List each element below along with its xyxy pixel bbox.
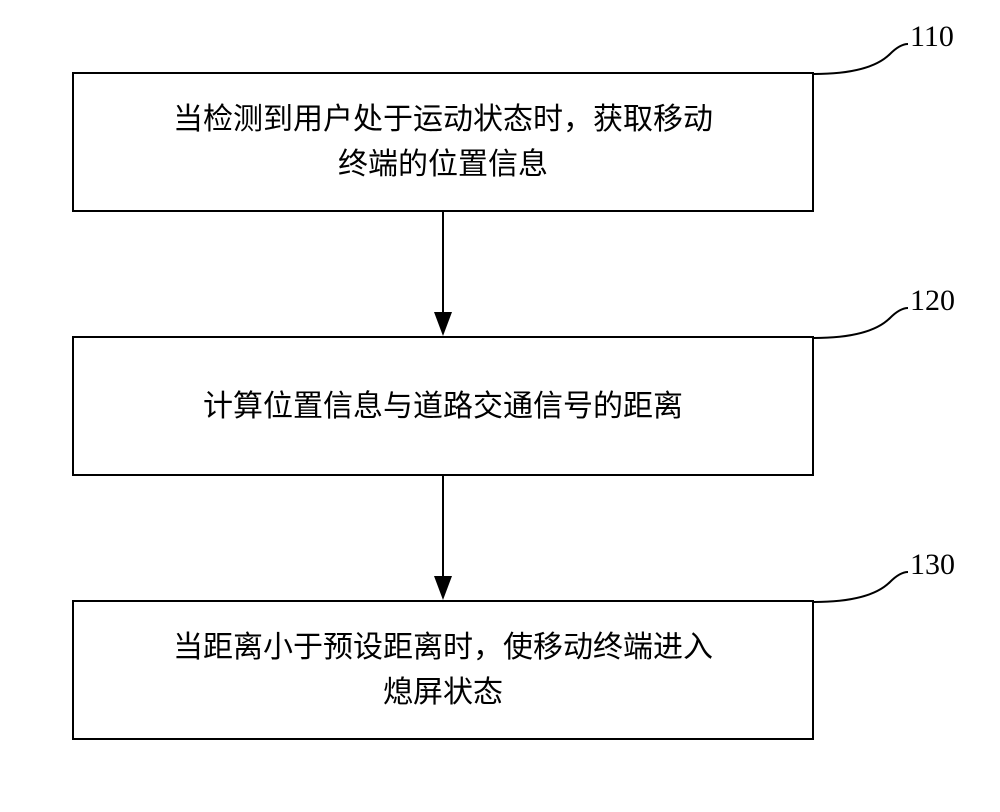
flow-node-1-text: 当检测到用户处于运动状态时，获取移动 终端的位置信息: [173, 97, 713, 187]
flow-label-2: 120: [910, 284, 955, 318]
callout-2: [814, 308, 908, 338]
flow-node-1: 当检测到用户处于运动状态时，获取移动 终端的位置信息: [72, 72, 814, 212]
flow-node-2-text: 计算位置信息与道路交通信号的距离: [203, 384, 683, 429]
flow-label-3: 130: [910, 548, 955, 582]
flow-node-3-text: 当距离小于预设距离时，使移动终端进入 熄屏状态: [173, 625, 713, 715]
flowchart-canvas: 当检测到用户处于运动状态时，获取移动 终端的位置信息 计算位置信息与道路交通信号…: [0, 0, 1000, 812]
arrow-1: [434, 212, 452, 336]
callout-1: [814, 44, 908, 74]
callout-3: [814, 572, 908, 602]
flow-node-3: 当距离小于预设距离时，使移动终端进入 熄屏状态: [72, 600, 814, 740]
arrow-2: [434, 476, 452, 600]
flow-label-1: 110: [910, 20, 954, 54]
flow-node-2: 计算位置信息与道路交通信号的距离: [72, 336, 814, 476]
